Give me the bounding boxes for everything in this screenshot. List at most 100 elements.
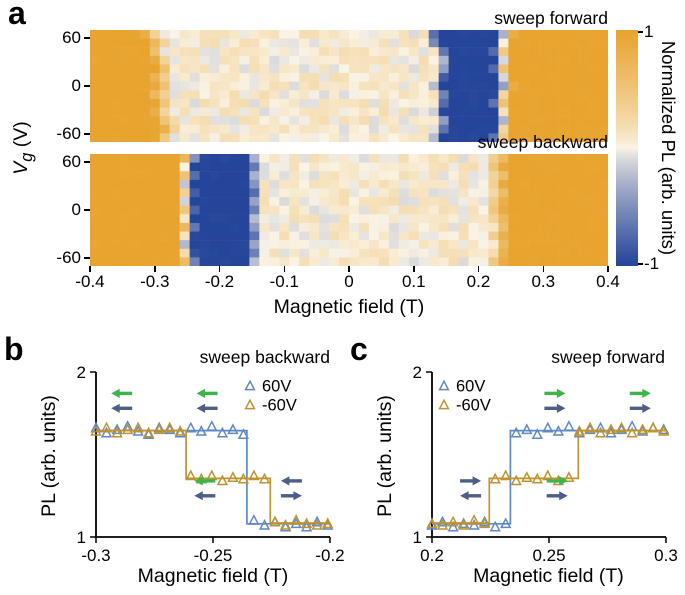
x-tick-label: -0.1	[269, 272, 299, 291]
data-point-triangle	[426, 517, 438, 529]
data-point-triangle	[594, 421, 607, 433]
x-tick-label: -0.3	[140, 272, 170, 291]
panel-c-ylabel: PL (arb. units)	[374, 395, 396, 517]
x-tick-label: -0.3	[81, 546, 110, 565]
data-point-triangle	[489, 520, 501, 532]
y-tick-label: 1	[77, 528, 86, 547]
data-point-triangle	[563, 420, 575, 431]
colorbar-tick-max: 1	[644, 22, 654, 41]
magnetization-arrow	[460, 476, 482, 486]
data-point-triangle	[447, 515, 459, 527]
x-tick-label: 0.3	[531, 272, 556, 291]
data-point-triangle	[563, 471, 575, 482]
data-point-triangle	[615, 421, 628, 433]
data-point-triangle	[258, 472, 271, 484]
panel-c-title: sweep forward	[551, 347, 665, 367]
data-point-triangle	[573, 424, 586, 436]
heatmap-forward-title: sweep forward	[494, 8, 608, 28]
data-point-triangle	[164, 423, 176, 435]
data-point-triangle	[438, 398, 450, 410]
y-tick-label: -60	[56, 124, 81, 143]
heatmap-backward-title: sweep backward	[477, 132, 608, 152]
data-point-triangle	[185, 469, 197, 481]
data-point-triangle	[174, 424, 186, 436]
panel-b-plot: 2 1-0.3 -0.25 -0.2 60V-60V	[77, 363, 345, 565]
data-point-triangle	[594, 426, 607, 438]
data-point-triangle	[531, 428, 543, 440]
panel-a-ylabel: Vg (V)	[10, 84, 37, 212]
y-tick-label: -60	[56, 248, 81, 267]
y-tick-mark	[84, 209, 90, 211]
y-tick-mark	[84, 257, 90, 259]
colorbar-tick-mark	[638, 31, 643, 33]
panel-b-title: sweep backward	[199, 347, 330, 367]
data-point-triangle	[615, 423, 628, 435]
data-point-triangle	[521, 423, 533, 435]
data-point-triangle	[647, 421, 659, 433]
step-line	[96, 429, 330, 525]
data-point-triangle	[300, 517, 313, 529]
data-point-triangle	[573, 426, 586, 438]
data-point-triangle	[531, 472, 543, 484]
y-tick-mark	[84, 37, 90, 39]
data-point-triangle	[322, 517, 334, 529]
data-point-triangle	[121, 423, 134, 435]
data-point-triangle	[311, 515, 323, 527]
x-tick-label: -0.2	[204, 272, 235, 291]
heatmap-sweep-backward	[90, 154, 608, 266]
y-tick-label: 0	[71, 76, 81, 95]
y-tick-label: 1	[413, 528, 422, 547]
x-tick-mark	[283, 266, 285, 272]
magnetization-arrow	[194, 476, 216, 486]
step-line	[432, 429, 666, 524]
data-point-triangle	[164, 421, 176, 433]
panel-a-xlabel: Magnetic field (T)	[273, 296, 425, 318]
data-point-triangle	[174, 426, 186, 438]
data-point-triangle	[584, 421, 596, 433]
panel-b-label: b	[4, 331, 24, 367]
legend-label: -60V	[456, 397, 491, 415]
magnetization-arrow	[280, 476, 302, 486]
panel-b-ylabel: PL (arb. units)	[38, 395, 60, 517]
data-point-triangle	[626, 426, 638, 438]
colorbar-tick-mark	[638, 263, 643, 265]
x-tick-label: 0.4	[596, 272, 620, 291]
data-point-triangle	[244, 398, 256, 410]
data-point-triangle	[100, 421, 113, 433]
data-point-triangle	[244, 379, 256, 391]
data-point-triangle	[216, 474, 229, 486]
data-point-triangle	[100, 426, 113, 438]
data-point-triangle	[279, 518, 292, 530]
data-point-triangle	[500, 517, 512, 529]
step-line	[96, 429, 330, 524]
data-point-triangle	[552, 424, 565, 436]
y-tick-mark	[84, 161, 90, 163]
colorbar-tick-min: -1	[644, 254, 660, 273]
magnetization-arrow	[546, 476, 568, 486]
data-point-triangle	[237, 428, 250, 440]
data-point-triangle	[542, 421, 554, 433]
panel-c-label: c	[350, 331, 368, 367]
data-point-triangle	[311, 518, 323, 530]
magnetization-arrow	[111, 403, 133, 413]
x-tick-mark	[477, 266, 480, 272]
data-point-triangle	[279, 520, 292, 532]
data-point-triangle	[142, 426, 155, 438]
data-point-triangle	[584, 423, 596, 435]
data-point-triangle	[300, 520, 313, 532]
vg-symbol: V	[10, 161, 32, 175]
data-point-triangle	[185, 421, 197, 433]
panel-b-xlabel: Magnetic field (T)	[137, 565, 289, 587]
y-tick-mark	[84, 133, 90, 135]
data-point-triangle	[290, 514, 302, 525]
legend-item: 60V	[244, 378, 291, 396]
data-point-triangle	[478, 515, 491, 527]
magnetization-arrow	[196, 388, 218, 398]
data-point-triangle	[438, 379, 450, 391]
data-point-triangle	[90, 424, 102, 436]
data-point-triangle	[111, 423, 123, 435]
data-point-triangle	[227, 423, 239, 435]
data-point-triangle	[153, 421, 165, 433]
data-point-triangle	[248, 469, 260, 481]
